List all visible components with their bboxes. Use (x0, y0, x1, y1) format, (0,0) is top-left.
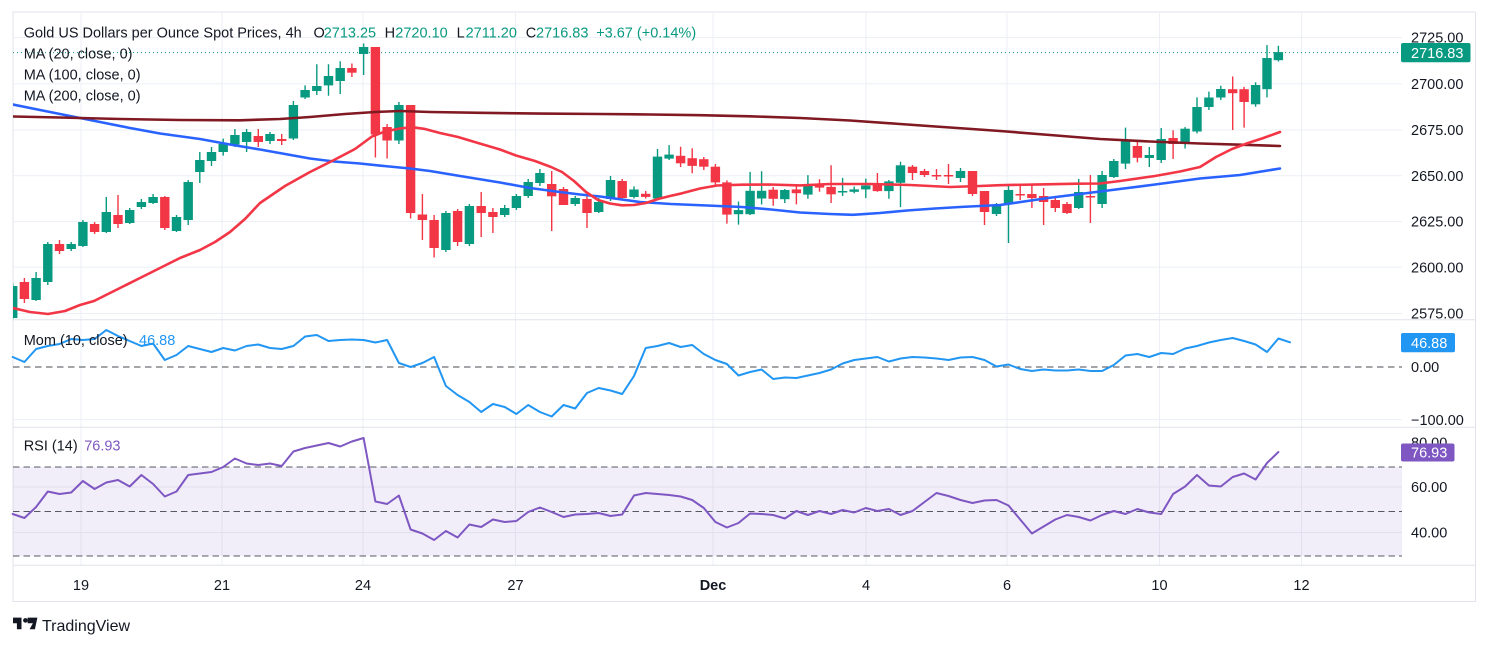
svg-text:2713.25: 2713.25 (324, 26, 376, 42)
svg-text:Gold US Dollars per Ounce Spot: Gold US Dollars per Ounce Spot Prices, 4… (24, 26, 302, 42)
svg-text:6: 6 (1003, 578, 1011, 594)
svg-text:Dec: Dec (700, 578, 727, 594)
svg-text:MA (20, close, 0): MA (20, close, 0) (24, 47, 133, 63)
svg-text:C: C (526, 26, 536, 42)
svg-text:2720.10: 2720.10 (395, 26, 447, 42)
svg-text:RSI (14): RSI (14) (24, 439, 78, 455)
svg-text:0.00: 0.00 (1411, 360, 1439, 376)
svg-text:2716.83: 2716.83 (1411, 46, 1463, 62)
svg-text:O: O (314, 26, 325, 42)
svg-text:27: 27 (507, 578, 523, 594)
svg-text:2650.00: 2650.00 (1411, 169, 1463, 185)
svg-text:19: 19 (73, 578, 89, 594)
svg-text:4: 4 (862, 578, 870, 594)
svg-text:2716.83: 2716.83 (536, 26, 588, 42)
svg-text:TradingView: TradingView (42, 618, 130, 635)
svg-text:76.93: 76.93 (84, 439, 120, 455)
svg-text:24: 24 (355, 578, 371, 594)
svg-text:2575.00: 2575.00 (1411, 307, 1463, 323)
svg-text:H: H (385, 26, 395, 42)
svg-text:76.93: 76.93 (1411, 446, 1447, 462)
svg-text:MA (200, close, 0): MA (200, close, 0) (24, 89, 141, 105)
svg-text:10: 10 (1151, 578, 1167, 594)
svg-text:2725.00: 2725.00 (1411, 31, 1463, 47)
svg-text:MA (100, close, 0): MA (100, close, 0) (24, 68, 141, 84)
svg-text:L: L (457, 26, 465, 42)
svg-text:Mom (10, close): Mom (10, close) (24, 333, 128, 349)
svg-text:2711.20: 2711.20 (466, 26, 517, 42)
svg-text:46.88: 46.88 (1411, 336, 1447, 352)
svg-text:2600.00: 2600.00 (1411, 261, 1463, 277)
svg-text:60.00: 60.00 (1411, 480, 1447, 496)
svg-text:2675.00: 2675.00 (1411, 123, 1463, 139)
svg-text:+3.67 (+0.14%): +3.67 (+0.14%) (596, 26, 696, 42)
svg-text:12: 12 (1293, 578, 1309, 594)
svg-text:2625.00: 2625.00 (1411, 215, 1463, 231)
svg-text:2700.00: 2700.00 (1411, 77, 1463, 93)
svg-text:40.00: 40.00 (1411, 526, 1447, 542)
svg-text:46.88: 46.88 (139, 333, 175, 349)
svg-text:21: 21 (214, 578, 230, 594)
svg-text:−100.00: −100.00 (1411, 413, 1464, 429)
